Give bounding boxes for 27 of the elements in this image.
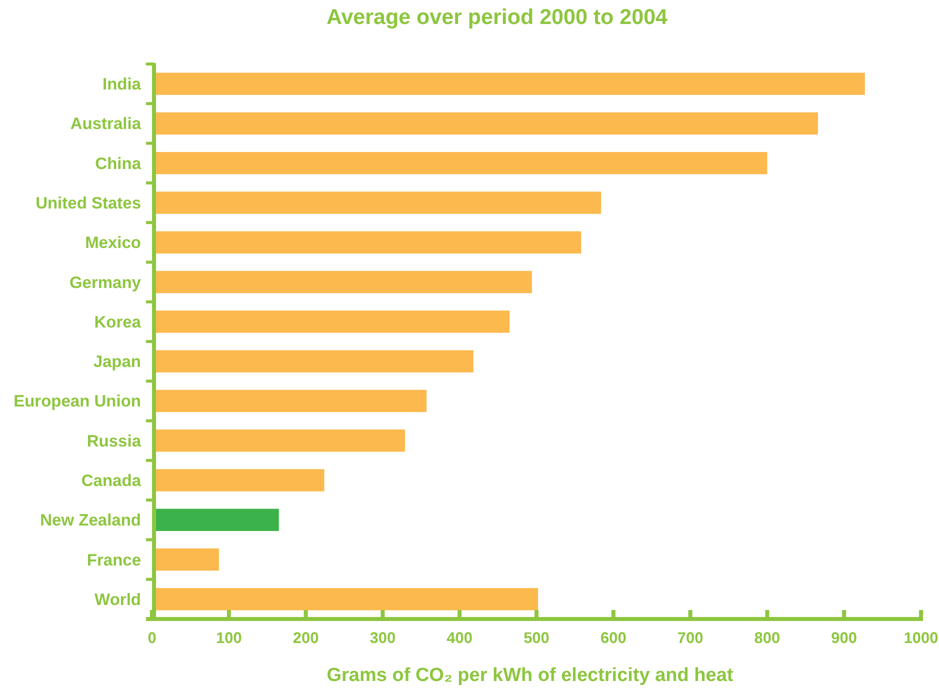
x-tick-label: 800 [754, 630, 780, 647]
y-tick-label: United States [36, 194, 141, 213]
y-tick-label: New Zealand [40, 512, 141, 530]
x-tick-label: 300 [370, 630, 396, 647]
x-tick-label: 400 [446, 630, 473, 647]
y-tick-label: Korea [94, 313, 142, 332]
y-tick-label: World [94, 590, 141, 609]
y-tick-label: Russia [86, 432, 142, 450]
x-tick-label: 700 [677, 630, 704, 647]
y-tick-label: Japan [93, 353, 141, 372]
y-tick-label: France [86, 551, 141, 570]
x-tick-label: 900 [831, 630, 858, 647]
x-tick-label: 200 [292, 630, 319, 647]
y-tick-label: Mexico [85, 234, 141, 252]
x-tick-label: 100 [216, 630, 242, 647]
y-tick-label: Germany [69, 274, 142, 292]
x-axis-title: Grams of CO₂ per kWh of electricity and heat [326, 665, 734, 686]
x-tick-label: 500 [524, 630, 550, 647]
y-tick-label: Canada [81, 472, 142, 490]
y-tick-label: Australia [70, 115, 142, 134]
y-tick-label: India [102, 76, 142, 94]
x-tick-label: 0 [148, 630, 156, 647]
x-tick-label: 600 [600, 630, 626, 647]
y-tick-label: European Union [14, 392, 141, 411]
x-tick-label: 1000 [904, 630, 938, 647]
y-tick-label: China [95, 154, 142, 173]
chart-title: Average over period 2000 to 2004 [326, 5, 668, 29]
